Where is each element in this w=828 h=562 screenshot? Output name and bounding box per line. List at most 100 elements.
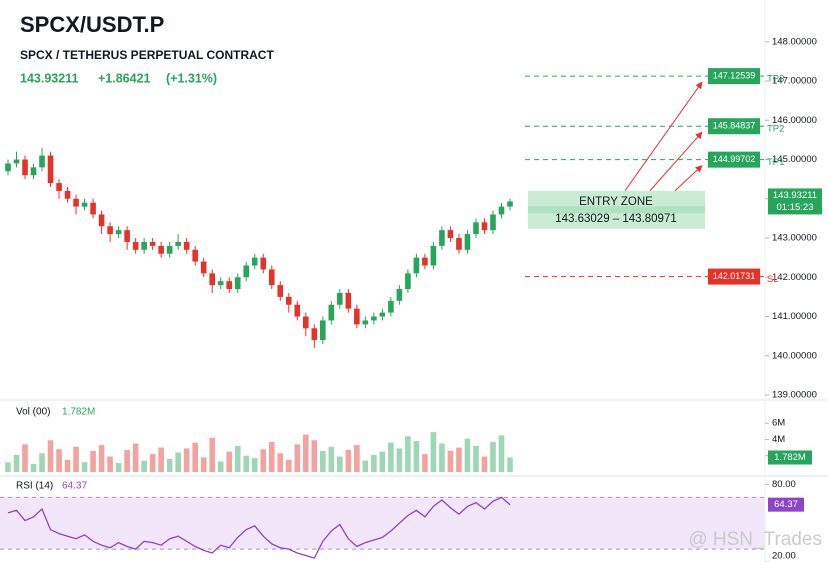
candle-body — [158, 245, 164, 254]
volume-bar — [473, 445, 479, 472]
y-tick-label: 140.00000 — [772, 350, 817, 361]
candle-body — [396, 289, 403, 301]
volume-bar — [302, 434, 309, 472]
volume-bar — [447, 450, 454, 472]
volume-bar — [260, 449, 267, 472]
candle-body — [302, 316, 309, 329]
candle-body — [226, 281, 233, 290]
candle-body — [345, 292, 352, 309]
candle-body — [166, 245, 173, 254]
candle-body — [132, 241, 139, 250]
volume-bar — [90, 450, 96, 472]
candle-body — [115, 230, 122, 235]
volume-bar — [320, 450, 326, 472]
candle-body — [371, 316, 377, 321]
volume-bar — [200, 457, 207, 472]
y-tick-label: 146.00000 — [772, 115, 817, 126]
rsi-last: 64.37 — [62, 481, 87, 492]
candle-body — [362, 320, 369, 325]
volume-bar — [158, 447, 164, 472]
rsi-tag — [768, 497, 804, 512]
volume-bar — [311, 440, 318, 472]
candle-body — [13, 159, 20, 164]
candle-body — [73, 198, 79, 207]
volume-bar — [354, 445, 360, 472]
candle-body — [64, 190, 71, 199]
candle-body — [388, 300, 394, 313]
candle-body — [234, 277, 241, 290]
candle-body — [192, 249, 198, 262]
volume-bar — [226, 451, 233, 472]
candle-body — [447, 230, 454, 239]
candle-body — [422, 257, 428, 266]
volume-bar — [251, 458, 258, 472]
candle-body — [464, 234, 471, 250]
rsi-tag-value: 64.37 — [774, 499, 798, 510]
candle-body — [507, 201, 513, 207]
level-tag — [708, 118, 760, 135]
entry-zone-label: ENTRY ZONE — [579, 196, 653, 208]
volume-bar — [405, 436, 411, 472]
volume-bar — [337, 456, 343, 472]
y-tick-label: 147.00000 — [772, 76, 817, 87]
rsi-label: RSI (14) — [16, 481, 53, 492]
volume-tick-label: 6M — [772, 418, 785, 429]
candle-body — [277, 285, 284, 297]
volume-bar — [507, 457, 513, 472]
volume-bar — [81, 462, 88, 472]
candle-body — [183, 241, 190, 250]
rsi-line — [7, 496, 511, 559]
volume-bar — [149, 454, 156, 472]
volume-bar — [115, 463, 122, 472]
volume-bar — [98, 445, 105, 472]
volume-bar — [22, 444, 28, 472]
candle-body — [430, 245, 437, 266]
candle-body — [39, 155, 45, 168]
y-tick-label: 148.00000 — [772, 36, 817, 47]
rsi-tick-label: 20.00 — [772, 551, 796, 562]
volume-bar — [285, 459, 292, 472]
volume-bar — [456, 447, 462, 472]
candle-body — [311, 328, 318, 341]
level-name: TP3 — [767, 74, 784, 85]
level-value: 145.84837 — [713, 121, 756, 131]
volume-bar — [13, 454, 20, 472]
candle-body — [354, 308, 360, 325]
volume-bar — [294, 444, 301, 472]
candle-body — [337, 292, 343, 305]
level-value: 144.99702 — [713, 154, 756, 164]
volume-bar — [396, 448, 403, 472]
level-tag — [708, 268, 760, 285]
volume-bar — [430, 432, 437, 472]
chart-title: SPCX/USDT.P — [20, 12, 164, 37]
watermark: @ HSN_Trades — [688, 529, 822, 550]
volume-bar — [481, 456, 488, 472]
rsi-band — [0, 497, 765, 550]
volume-bar — [56, 449, 62, 472]
candle-body — [285, 296, 292, 305]
volume-bar — [379, 451, 386, 472]
candle-body — [379, 312, 386, 317]
candle-body — [56, 183, 62, 191]
volume-bar — [132, 443, 139, 472]
candle-body — [268, 269, 275, 286]
volume-bar — [243, 455, 250, 472]
candle-body — [217, 281, 224, 286]
y-tick-label: 141.00000 — [772, 311, 817, 322]
candle-body — [405, 273, 411, 290]
level-name: TP1 — [767, 157, 784, 168]
candle-body — [107, 226, 113, 235]
candle-body — [81, 202, 88, 207]
candle-body — [30, 167, 37, 176]
entry-zone-band — [528, 206, 705, 214]
candle-body — [413, 257, 420, 274]
last-price-tag-value: 143.93211 — [773, 190, 817, 201]
volume-last: 1.782M — [62, 407, 95, 418]
candle-body — [320, 320, 326, 341]
candle-body — [5, 163, 11, 172]
candle-body — [22, 159, 28, 176]
candle-body — [175, 241, 181, 246]
volume-tag-value: 1.782M — [774, 452, 806, 463]
volume-bar — [192, 442, 198, 472]
